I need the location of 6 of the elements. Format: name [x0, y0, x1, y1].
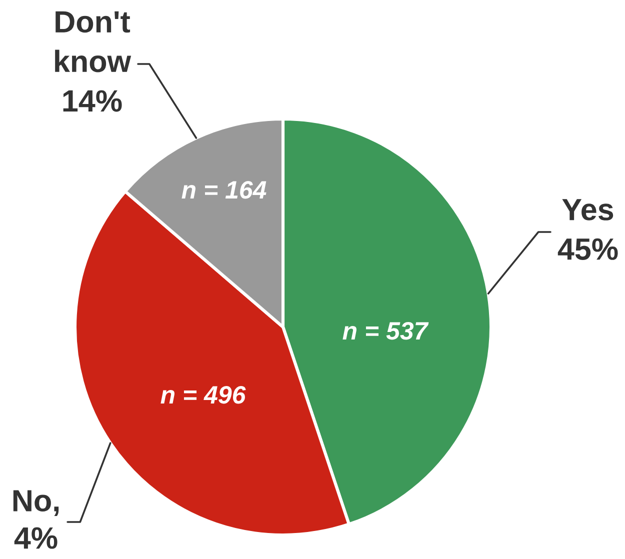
data-label: n = 164: [182, 181, 266, 199]
slice-label: Yes 45%: [558, 199, 618, 260]
slice-label: Don't know 14%: [55, 11, 132, 112]
data-label: n = 496: [160, 386, 246, 404]
slice-label: No, 4%: [13, 490, 59, 549]
data-label: n = 537: [342, 322, 429, 340]
